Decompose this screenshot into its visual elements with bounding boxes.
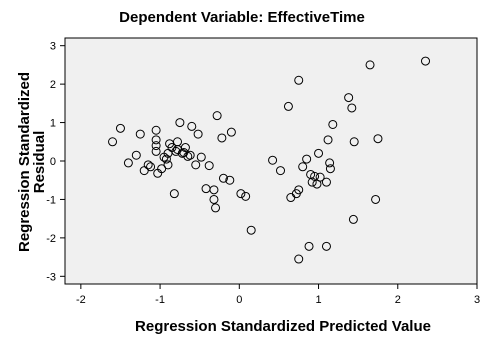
y-axis-label-line-1: Regression Standardized	[16, 72, 33, 252]
scatter-point	[365, 60, 375, 70]
scatter-point	[185, 150, 195, 160]
scatter-point	[371, 194, 381, 204]
scatter-point	[209, 185, 219, 195]
scatter-point	[421, 56, 430, 66]
scatter-point	[193, 129, 203, 139]
scatter-point	[169, 189, 179, 199]
x-axis-ticks: -2 -1 0 1 2 3	[76, 284, 480, 306]
scatter-point	[115, 123, 125, 133]
scatter-point	[344, 93, 354, 103]
scatter-point	[321, 241, 331, 251]
scatter-point	[283, 101, 293, 111]
y-tick-label: 3	[50, 41, 56, 53]
scatter-point	[325, 164, 335, 174]
scatter-point	[349, 137, 359, 147]
scatter-point	[225, 175, 235, 185]
x-tick-label: 2	[395, 294, 401, 306]
scatter-point	[151, 135, 161, 145]
y-tick-label: -1	[46, 194, 56, 206]
scatter-point	[325, 158, 335, 168]
x-tick-label: -2	[76, 294, 86, 306]
scatter-point	[196, 152, 206, 162]
scatter-point	[294, 75, 304, 85]
scatter-point	[328, 119, 338, 129]
y-axis-label-line-2: Residual	[31, 131, 48, 194]
scatter-point	[135, 129, 145, 139]
y-axis-label: Regression Standardized Residual	[16, 72, 48, 252]
scatter-point	[217, 133, 227, 143]
scatter-point	[108, 137, 118, 147]
y-axis-ticks: -3 -2 -1 0 1 2 3	[46, 41, 65, 283]
scatter-point	[347, 103, 357, 113]
scatter-point	[315, 172, 325, 182]
scatter-point	[146, 162, 156, 172]
scatter-point	[175, 118, 185, 128]
scatter-point	[304, 241, 314, 251]
y-tick-label: -2	[46, 233, 56, 245]
scatter-point	[321, 177, 331, 187]
scatter-point	[302, 154, 312, 164]
scatter-point	[323, 135, 333, 145]
scatter-point	[307, 177, 317, 187]
scatter-point	[226, 127, 236, 137]
y-tick-label: -3	[46, 271, 56, 283]
scatter-point	[212, 111, 222, 121]
scatter-point	[161, 154, 171, 164]
scatter-point	[298, 162, 308, 172]
scatter-point	[191, 160, 201, 170]
scatter-point	[180, 143, 190, 153]
y-tick-label: 0	[50, 156, 56, 168]
scatter-point	[276, 166, 286, 176]
scatter-point	[209, 194, 219, 204]
scatter-point	[151, 125, 161, 135]
scatter-point	[246, 225, 256, 235]
scatter-point	[218, 173, 228, 183]
scatter-point	[236, 189, 246, 199]
scatter-point	[241, 191, 251, 201]
scatter-point	[314, 148, 324, 158]
scatter-point	[187, 121, 197, 131]
x-tick-label: 3	[474, 294, 480, 306]
scatter-point	[294, 254, 304, 264]
y-tick-label: 2	[50, 79, 56, 91]
x-tick-label: 1	[315, 294, 321, 306]
scatter-point	[373, 134, 383, 144]
scatter-point	[204, 161, 214, 171]
scatter-point	[163, 160, 173, 170]
x-axis-label: Regression Standardized Predicted Value	[135, 318, 431, 335]
scatter-point	[151, 141, 161, 151]
x-tick-label: -1	[155, 294, 165, 306]
plot-area	[64, 37, 478, 285]
scatter-point	[294, 185, 304, 195]
chart-title: Dependent Variable: EffectiveTime	[119, 9, 365, 26]
scatter-point	[123, 158, 133, 168]
scatter-point	[348, 214, 358, 224]
x-tick-label: 0	[236, 294, 242, 306]
data-points	[108, 56, 430, 264]
scatter-point	[143, 160, 153, 170]
scatter-point	[268, 155, 278, 165]
scatter-point	[151, 146, 161, 156]
scatter-point	[211, 203, 221, 213]
scatter-point	[131, 150, 141, 160]
y-tick-label: 1	[50, 118, 56, 130]
